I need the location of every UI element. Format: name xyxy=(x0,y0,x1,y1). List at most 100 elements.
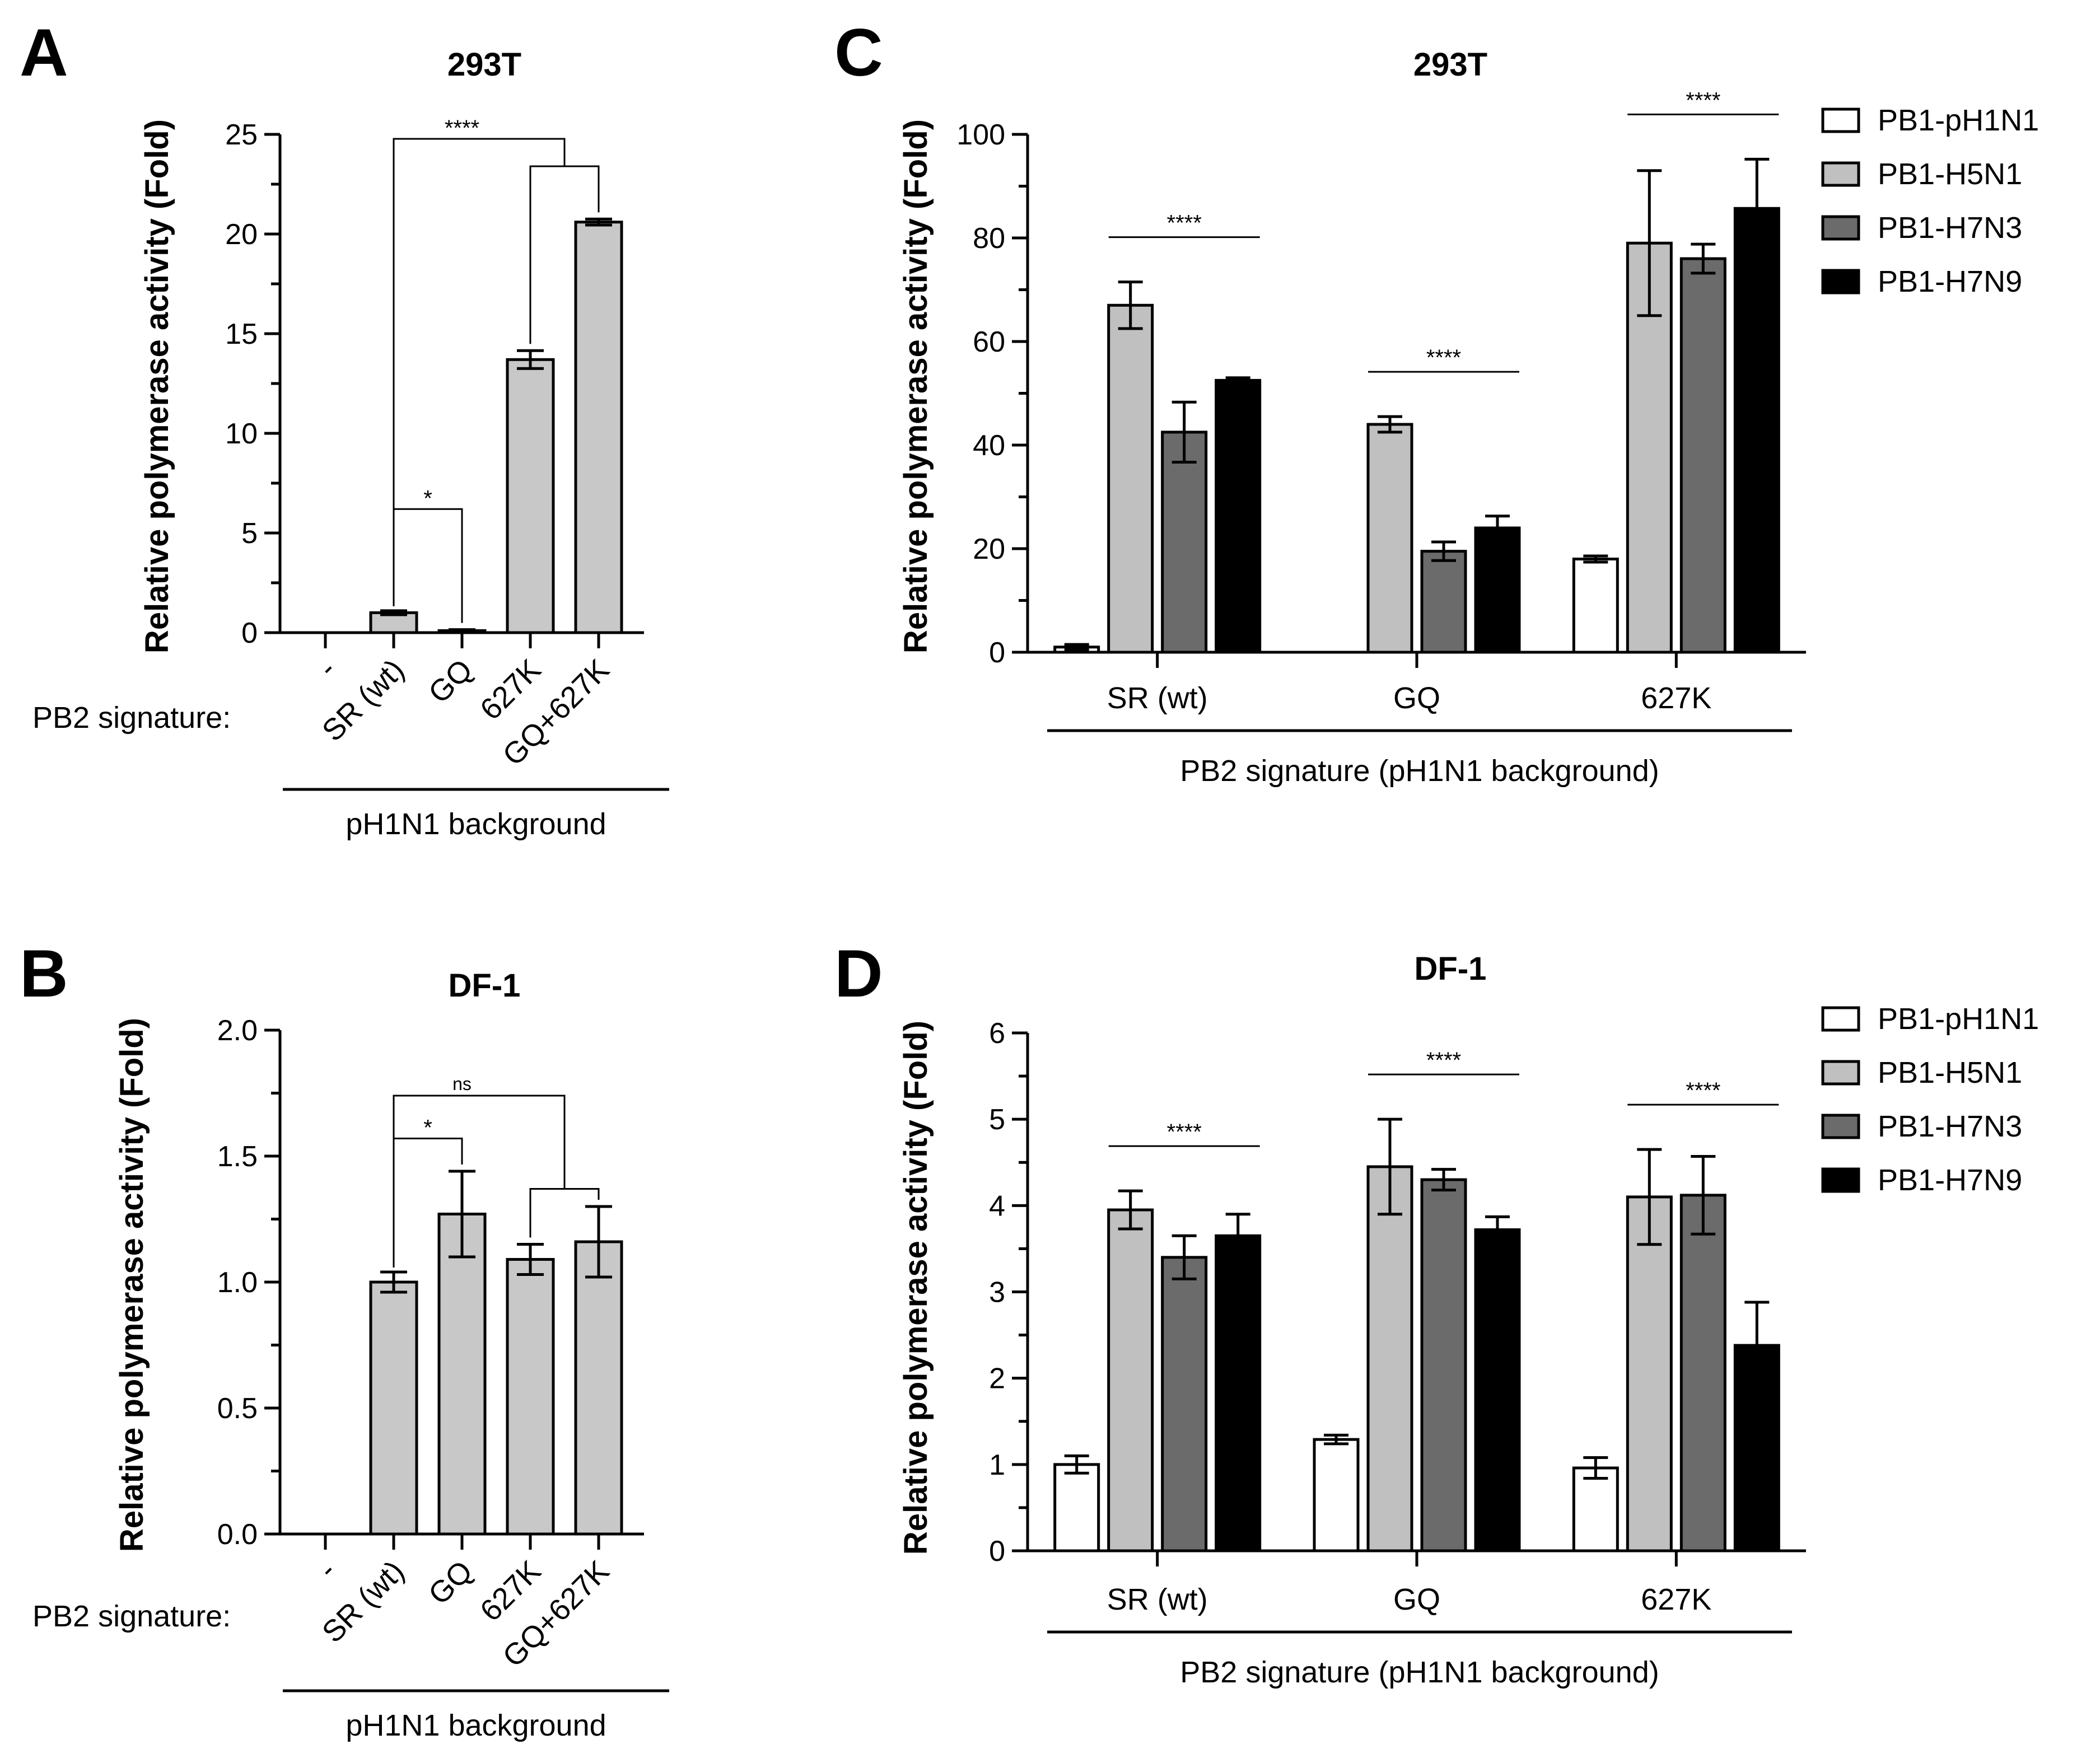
bar-pb1-h7n9 xyxy=(1733,207,1780,654)
bar-pb1-h7n9 xyxy=(1215,378,1262,654)
error-bar xyxy=(1378,1117,1402,1216)
y-tick-label: 15 xyxy=(225,318,258,350)
group-label: pH1N1 background xyxy=(346,807,606,841)
error-bar xyxy=(1064,1454,1089,1475)
y-tick-label: 0 xyxy=(989,1535,1005,1568)
y-tick-label: 10 xyxy=(225,418,258,450)
panel-letter: C xyxy=(834,15,883,90)
legend-label: PB1-H7N3 xyxy=(1878,1110,2022,1143)
bar-pb1-h7n9 xyxy=(1215,1234,1262,1552)
panel-letter: A xyxy=(20,15,68,90)
bar-pb1-h7n3 xyxy=(1679,1194,1726,1552)
y-tick-label: 1.5 xyxy=(217,1140,258,1173)
legend-swatch xyxy=(1821,1167,1860,1193)
error-bar xyxy=(1172,1234,1197,1280)
bar xyxy=(574,1240,623,1536)
y-tick-label: 40 xyxy=(973,429,1005,462)
bar-pb1-ph1n1 xyxy=(1053,1463,1100,1552)
y-tick-label: 4 xyxy=(989,1190,1005,1222)
error-bar xyxy=(1637,1148,1662,1246)
legend-swatch xyxy=(1821,107,1860,133)
error-bar xyxy=(1485,1215,1510,1245)
error-bar xyxy=(1637,169,1662,317)
error-bar xyxy=(1485,515,1510,541)
y-tick-label: 2.0 xyxy=(217,1014,258,1047)
error-bar xyxy=(449,1170,475,1259)
legend-swatch xyxy=(1821,269,1860,294)
legend-swatch xyxy=(1821,1006,1860,1032)
legend-swatch xyxy=(1821,1060,1860,1086)
significance-label: * xyxy=(423,1116,432,1140)
row-label: PB2 signature: xyxy=(32,1600,231,1633)
bar xyxy=(506,1258,555,1536)
error-bar xyxy=(1225,376,1250,385)
y-axis-label: Relative polymerase activity (Fold) xyxy=(139,119,175,653)
legend: PB1-pH1N1 PB1-H5N1 PB1-H7N3 PB1-H7N9 xyxy=(1821,104,2039,298)
bracket xyxy=(393,508,463,623)
bar-pb1-h5n1 xyxy=(1366,1165,1413,1552)
y-axis: 0 1 2 3 4 5 6 xyxy=(989,1017,1806,1568)
y-axis-label: Relative polymerase activity (Fold) xyxy=(898,119,934,653)
error-bar xyxy=(1744,1301,1770,1390)
error-bar xyxy=(1064,643,1089,651)
y-axis: 0.0 0.5 1.0 1.5 2.0 xyxy=(217,1014,644,1551)
y-tick-label: 2 xyxy=(989,1363,1005,1395)
significance-label: * xyxy=(423,486,432,511)
y-axis-label: Relative polymerase activity (Fold) xyxy=(114,1018,150,1552)
row-label: PB2 signature: xyxy=(32,701,231,735)
x-tick-label: 627K xyxy=(1641,1583,1711,1616)
panel-title: DF-1 xyxy=(1415,951,1487,987)
bar xyxy=(369,1280,418,1536)
legend-label: PB1-pH1N1 xyxy=(1878,1002,2039,1036)
bar-pb1-h7n9 xyxy=(1474,526,1521,654)
error-bar xyxy=(1324,1433,1348,1446)
bar-pb1-ph1n1 xyxy=(1313,1438,1360,1552)
bar-pb1-h5n1 xyxy=(1626,1195,1673,1552)
significance-label: **** xyxy=(1426,1048,1461,1073)
y-tick-label: 5 xyxy=(241,517,258,550)
panel-letter: D xyxy=(834,936,883,1011)
legend-label: PB1-H7N9 xyxy=(1878,265,2022,298)
error-bar xyxy=(1431,540,1456,562)
bar-pb1-h5n1 xyxy=(1107,1208,1154,1552)
x-tick-label: GQ xyxy=(1393,1583,1440,1616)
y-tick-label: 80 xyxy=(973,222,1005,255)
error-bar xyxy=(585,1205,612,1279)
bar-pb1-h7n3 xyxy=(1161,1256,1208,1552)
y-tick-label: 3 xyxy=(989,1276,1005,1309)
y-axis: 0 20 40 60 80 100 xyxy=(956,119,1806,669)
group-label: PB2 signature (pH1N1 background) xyxy=(1180,754,1659,788)
legend-label: PB1-H5N1 xyxy=(1878,157,2022,191)
group-label: pH1N1 background xyxy=(346,1709,606,1742)
error-bar xyxy=(1225,1213,1250,1259)
error-bar xyxy=(1691,242,1716,275)
bracket xyxy=(393,1138,463,1268)
group-label: PB2 signature (pH1N1 background) xyxy=(1180,1656,1659,1689)
x-tick-label: SR (wt) xyxy=(1107,1583,1208,1616)
y-tick-label: 0.5 xyxy=(217,1392,258,1425)
panel-letter: B xyxy=(20,936,68,1011)
y-tick-label: 25 xyxy=(225,119,258,151)
error-bar xyxy=(1691,1154,1716,1236)
y-tick-label: 0.0 xyxy=(217,1518,258,1551)
legend-label: PB1-H7N9 xyxy=(1878,1163,2022,1197)
error-bar xyxy=(449,628,475,633)
error-bar xyxy=(517,349,544,370)
bar-pb1-ph1n1 xyxy=(1572,558,1619,654)
bar-pb1-h7n3 xyxy=(1420,550,1467,654)
y-tick-label: 0 xyxy=(989,637,1005,669)
error-bar xyxy=(1118,1189,1143,1231)
y-axis: 0 5 10 15 20 25 xyxy=(225,119,644,649)
bar xyxy=(506,358,555,634)
bar-pb1-h7n3 xyxy=(1679,257,1726,654)
y-tick-label: 5 xyxy=(989,1103,1005,1136)
error-bar xyxy=(380,609,407,616)
error-bar xyxy=(585,217,612,227)
error-bar xyxy=(1118,280,1143,330)
bar-pb1-h7n3 xyxy=(1161,431,1208,654)
bar-pb1-ph1n1 xyxy=(1572,1466,1619,1552)
y-tick-label: 6 xyxy=(989,1017,1005,1050)
y-axis-label: Relative polymerase activity (Fold) xyxy=(898,1021,934,1555)
error-bar xyxy=(517,1243,544,1276)
legend-label: PB1-H5N1 xyxy=(1878,1056,2022,1089)
